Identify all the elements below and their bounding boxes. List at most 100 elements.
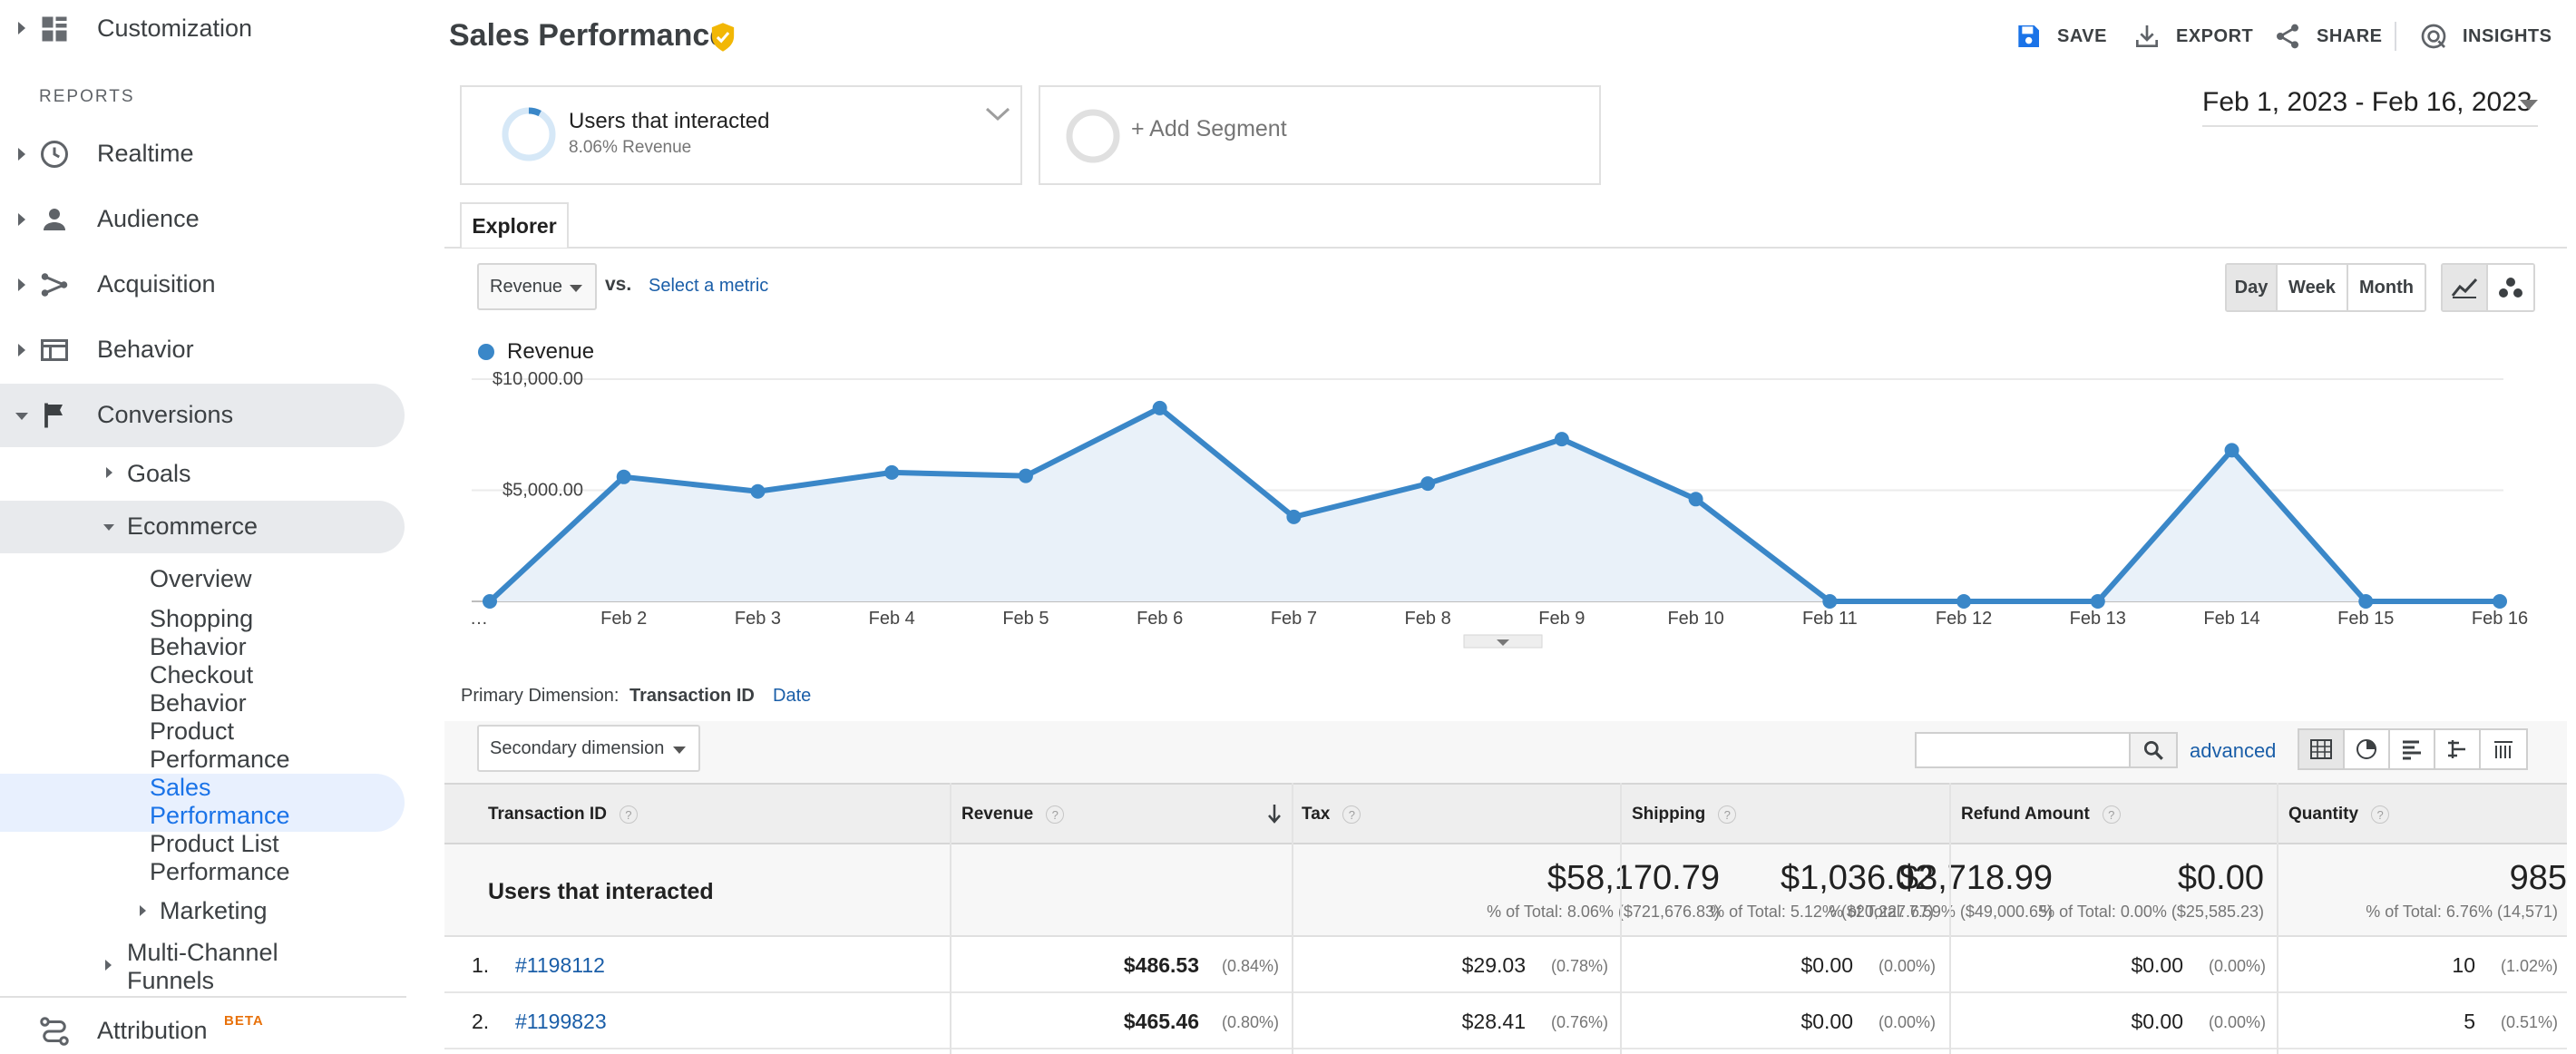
save-button[interactable]: SAVE — [2014, 20, 2107, 53]
expand-caret-icon[interactable] — [18, 278, 25, 291]
performance-view-button[interactable] — [2390, 730, 2435, 768]
col-label: Refund Amount — [1961, 805, 2090, 824]
sidebar-item-shopping-behavior-line2[interactable]: Behavior — [150, 633, 247, 660]
help-icon[interactable]: ? — [1718, 805, 1737, 824]
help-icon[interactable]: ? — [2371, 805, 2390, 824]
x-tick-label: Feb 5 — [1002, 609, 1049, 629]
sort-descending-icon[interactable] — [1266, 803, 1283, 825]
add-segment-box[interactable]: + Add Segment — [1039, 85, 1601, 185]
dashboard-icon — [42, 16, 67, 42]
col-transaction-id[interactable]: Transaction ID? — [488, 805, 638, 825]
sidebar-item-acquisition[interactable]: Acquisition — [97, 270, 216, 298]
advanced-filter-link[interactable]: advanced — [2190, 739, 2277, 762]
pivot-view-button[interactable] — [2481, 730, 2526, 768]
comparison-view-button[interactable] — [2435, 730, 2481, 768]
help-icon[interactable]: ? — [1046, 805, 1065, 824]
data-point — [1152, 400, 1167, 415]
pie-view-button[interactable] — [2345, 730, 2390, 768]
cell-shipping: $0.00 — [1800, 1010, 1853, 1033]
export-button[interactable]: EXPORT — [2132, 20, 2253, 53]
data-point — [1286, 509, 1302, 524]
sidebar-item-product-performance-line2[interactable]: Performance — [150, 746, 290, 773]
secondary-dimension-select[interactable]: Secondary dimension — [477, 725, 700, 772]
sidebar-item-marketing[interactable]: Marketing — [160, 897, 268, 924]
motion-chart-button[interactable] — [2488, 265, 2533, 310]
save-icon — [2018, 25, 2039, 47]
transaction-id-link[interactable]: #1199823 — [515, 1010, 607, 1033]
expand-caret-icon[interactable] — [140, 905, 146, 916]
expand-caret-icon[interactable] — [105, 960, 112, 971]
search-icon — [2143, 740, 2163, 760]
dimension-transaction-id[interactable]: Transaction ID — [629, 686, 755, 706]
col-quantity[interactable]: Quantity? — [2288, 805, 2390, 825]
sidebar-item-product-performance[interactable]: Product — [150, 717, 235, 745]
sidebar-item-attribution[interactable]: Attribution — [97, 1017, 208, 1044]
col-revenue[interactable]: Revenue? — [961, 805, 1065, 825]
expand-caret-icon[interactable] — [106, 467, 112, 478]
line-chart-button[interactable] — [2443, 265, 2488, 310]
table-row[interactable]: 1. #1198112 — [444, 937, 2567, 993]
sidebar-item-product-list-performance-line2[interactable]: Performance — [150, 858, 290, 885]
sidebar-highlight — [0, 501, 405, 553]
sidebar-item-customization[interactable]: Customization — [97, 15, 253, 42]
help-icon[interactable]: ? — [1342, 805, 1361, 824]
col-refund-amount[interactable]: Refund Amount? — [1961, 805, 2121, 825]
data-point — [884, 464, 900, 480]
revenue-line-chart[interactable]: … Feb 2 Feb 3 Feb 4 Feb 5 Feb 6 Feb 7 Feb 8 Feb … — [444, 372, 2567, 653]
search-button[interactable] — [2131, 732, 2178, 768]
cell-refund-pct: (0.00%) — [2208, 957, 2266, 975]
sidebar-item-audience[interactable]: Audience — [97, 205, 200, 232]
sidebar-item-sales-performance[interactable]: Sales — [150, 774, 211, 801]
x-tick-label: Feb 8 — [1405, 609, 1451, 629]
vs-label: vs. — [605, 274, 632, 295]
expand-caret-icon[interactable] — [18, 213, 25, 226]
cell-tax-pct: (0.78%) — [1550, 957, 1608, 975]
add-segment-label: + Add Segment — [1131, 116, 1287, 142]
sidebar-item-shopping-behavior[interactable]: Shopping — [150, 605, 254, 632]
expand-caret-icon[interactable] — [18, 22, 25, 34]
chevron-down-icon[interactable] — [984, 105, 1011, 123]
expand-caret-icon[interactable] — [18, 344, 25, 356]
select-metric-link[interactable]: Select a metric — [649, 276, 769, 296]
data-point — [2358, 594, 2374, 609]
share-button[interactable]: SHARE — [2273, 20, 2383, 53]
help-icon[interactable]: ? — [619, 805, 638, 824]
date-range-label: Feb 1, 2023 - Feb 16, 2023 — [2202, 87, 2532, 117]
sidebar-item-goals[interactable]: Goals — [127, 460, 191, 487]
help-icon[interactable]: ? — [2102, 805, 2121, 824]
col-shipping[interactable]: Shipping? — [1632, 805, 1737, 825]
dimension-date-link[interactable]: Date — [773, 686, 812, 706]
sidebar-item-multi-channel-funnels-line2[interactable]: Funnels — [127, 967, 215, 994]
sidebar-item-behavior[interactable]: Behavior — [97, 336, 194, 363]
pie-chart-icon — [2356, 739, 2376, 759]
date-range-picker[interactable]: Feb 1, 2023 - Feb 16, 2023 — [2202, 87, 2538, 127]
collapse-caret-icon[interactable] — [15, 413, 28, 420]
transaction-id-link[interactable]: #1198112 — [515, 953, 605, 977]
sidebar-item-checkout-behavior-line2[interactable]: Behavior — [150, 689, 247, 717]
day-button[interactable]: Day — [2227, 265, 2278, 310]
expand-caret-icon[interactable] — [18, 148, 25, 161]
insights-button[interactable]: INSIGHTS — [2419, 20, 2552, 53]
collapse-caret-icon[interactable] — [103, 524, 114, 531]
week-button[interactable]: Week — [2278, 265, 2348, 310]
sidebar-item-realtime[interactable]: Realtime — [97, 140, 194, 167]
month-button[interactable]: Month — [2348, 265, 2425, 310]
active-segment[interactable]: Users that interacted 8.06% Revenue — [460, 85, 1022, 185]
data-table-view-button[interactable] — [2299, 730, 2345, 768]
metric-select[interactable]: Revenue — [477, 263, 597, 310]
insights-label: INSIGHTS — [2463, 25, 2552, 46]
sidebar-item-product-list-performance[interactable]: Product List — [150, 830, 279, 857]
col-tax[interactable]: Tax? — [1302, 805, 1361, 825]
tab-explorer[interactable]: Explorer — [460, 202, 569, 248]
sidebar-item-conversions[interactable]: Conversions — [97, 401, 234, 428]
sidebar-item-sales-performance-line2[interactable]: Performance — [150, 802, 290, 829]
sidebar-item-multi-channel-funnels[interactable]: Multi-Channel — [127, 939, 278, 966]
x-tick-label: Feb 11 — [1802, 609, 1858, 629]
table-search-input[interactable] — [1915, 732, 2131, 768]
sidebar-item-ecommerce[interactable]: Ecommerce — [127, 512, 259, 540]
column-divider — [2277, 783, 2278, 1054]
sidebar-item-overview[interactable]: Overview — [150, 565, 252, 592]
table-row[interactable]: 2. #1199823 — [444, 993, 2567, 1049]
chevron-down-icon — [673, 747, 686, 754]
sidebar-item-checkout-behavior[interactable]: Checkout — [150, 661, 254, 688]
